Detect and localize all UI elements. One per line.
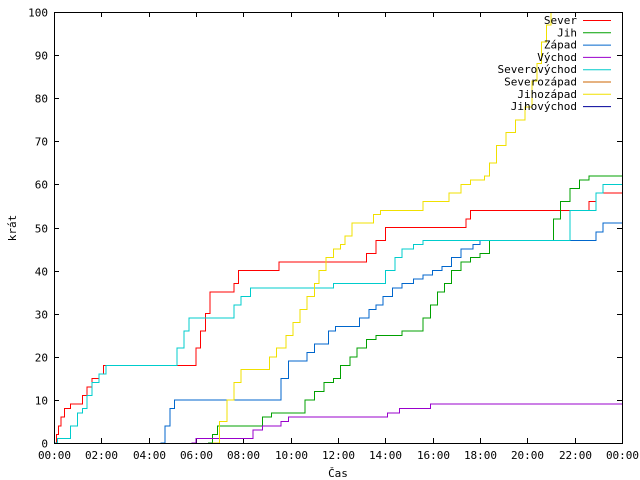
legend-label: Západ [544,39,577,52]
series-line-východ [191,403,622,444]
legend-label: Severozápad [504,76,577,89]
y-tick-label: 80 [35,93,48,106]
y-axis-label: krát [6,215,19,242]
y-tick-label: 20 [35,352,48,365]
x-tick-label: 10:00 [275,449,308,462]
y-tick-label: 50 [35,223,48,236]
series-line-západ [160,222,622,444]
x-tick-label: 08:00 [227,449,260,462]
x-tick-label: 02:00 [85,449,118,462]
y-tick-label: 10 [35,395,48,408]
x-axis-label: Čas [328,467,348,480]
legend-label: Sever [544,14,577,27]
x-tick-label: 04:00 [133,449,166,462]
legend: SeverJihZápadVýchodSeverovýchodSeverozáp… [498,14,611,113]
x-tick-label: 16:00 [417,449,450,462]
plot-frame [54,12,623,444]
x-tick-label: 06:00 [180,449,213,462]
series-lines [54,12,622,444]
x-tick-label: 14:00 [369,449,402,462]
series-line-severovýchod [54,183,622,444]
y-tick-label: 70 [35,136,48,149]
y-tick-label: 60 [35,179,48,192]
y-tick-label: 90 [35,50,48,63]
legend-label: Jihozápad [517,88,577,101]
series-line-sever [54,192,622,444]
y-tick-label: 0 [41,438,48,451]
series-line-jih [207,175,622,444]
x-tick-label: 12:00 [322,449,355,462]
series-line-jihozápad [212,12,552,444]
legend-label: Jihovýchod [511,100,577,113]
legend-label: Jih [557,26,577,39]
legend-label: Východ [537,51,577,64]
y-tick-label: 100 [28,7,48,20]
x-tick-label: 00:00 [606,449,639,462]
x-tick-label: 22:00 [559,449,592,462]
y-tick-label: 40 [35,266,48,279]
x-tick-label: 18:00 [464,449,497,462]
legend-label: Severovýchod [498,63,577,76]
y-tick-label: 30 [35,309,48,322]
x-tick-label: 00:00 [38,449,71,462]
x-tick-label: 20:00 [511,449,544,462]
axis-ticks: 00:00 02:00 04:00 06:00 08:00 10:00 12:00 14:00… [28,7,639,463]
